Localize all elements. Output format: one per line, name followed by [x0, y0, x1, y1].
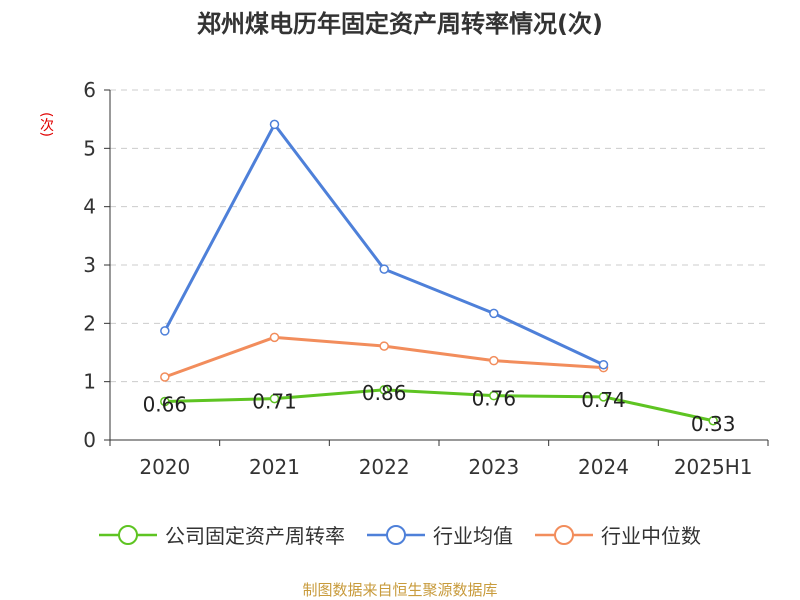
y-tick-label: 3 [83, 253, 96, 277]
legend-swatch-icon [535, 524, 593, 545]
x-tick-label: 2024 [578, 455, 629, 479]
data-point [269, 119, 280, 130]
data-point [379, 264, 389, 274]
legend-item[interactable]: 公司固定资产周转率 [99, 520, 345, 549]
legend-item[interactable]: 行业均值 [367, 520, 513, 549]
data-point [708, 416, 718, 426]
data-point [598, 360, 609, 370]
series-line [164, 388, 714, 423]
y-tick-label: 6 [83, 78, 96, 102]
data-label: 0.86 [362, 381, 407, 405]
legend-label: 公司固定资产周转率 [165, 524, 345, 548]
data-point [489, 355, 499, 366]
data-point [160, 326, 170, 336]
y-tick-label: 0 [83, 428, 96, 452]
y-tick-label: 4 [83, 195, 96, 219]
data-label: 0.33 [691, 412, 736, 436]
data-label: 0.74 [581, 388, 626, 412]
legend-label: 行业均值 [433, 524, 513, 548]
x-tick-label: 2021 [249, 455, 300, 479]
legend-label: 行业中位数 [601, 524, 701, 548]
data-point [160, 396, 170, 407]
y-tick-label: 1 [83, 370, 96, 394]
data-source-note: 制图数据来自恒生聚源数据库 [302, 581, 498, 599]
data-point [489, 390, 499, 401]
series-line [163, 122, 605, 367]
data-point [489, 308, 499, 319]
y-tick-label: 5 [83, 136, 96, 160]
x-tick-label: 2020 [139, 455, 190, 479]
legend-swatch-icon [99, 524, 157, 545]
data-point [598, 392, 609, 402]
y-tick-label: 2 [83, 311, 96, 335]
chart-legend: 公司固定资产周转率 行业均值 行业中位数 [0, 520, 800, 549]
data-label: 0.66 [143, 393, 188, 417]
x-tick-label: 2022 [359, 455, 410, 479]
data-label: 0.76 [472, 387, 517, 411]
data-point [379, 385, 389, 395]
legend-item[interactable]: 行业中位数 [535, 520, 701, 549]
data-point [160, 372, 170, 382]
x-tick-label: 2023 [468, 455, 519, 479]
legend-swatch-icon [367, 524, 425, 545]
data-point [379, 341, 389, 351]
y-axis-unit-label: (次) [38, 112, 54, 137]
chart-title: 郑州煤电历年固定资产周转率情况(次) [197, 10, 603, 38]
data-point [269, 393, 280, 404]
data-label: 0.71 [252, 390, 297, 414]
x-tick-label: 2025H1 [674, 455, 753, 479]
data-point [269, 332, 280, 343]
